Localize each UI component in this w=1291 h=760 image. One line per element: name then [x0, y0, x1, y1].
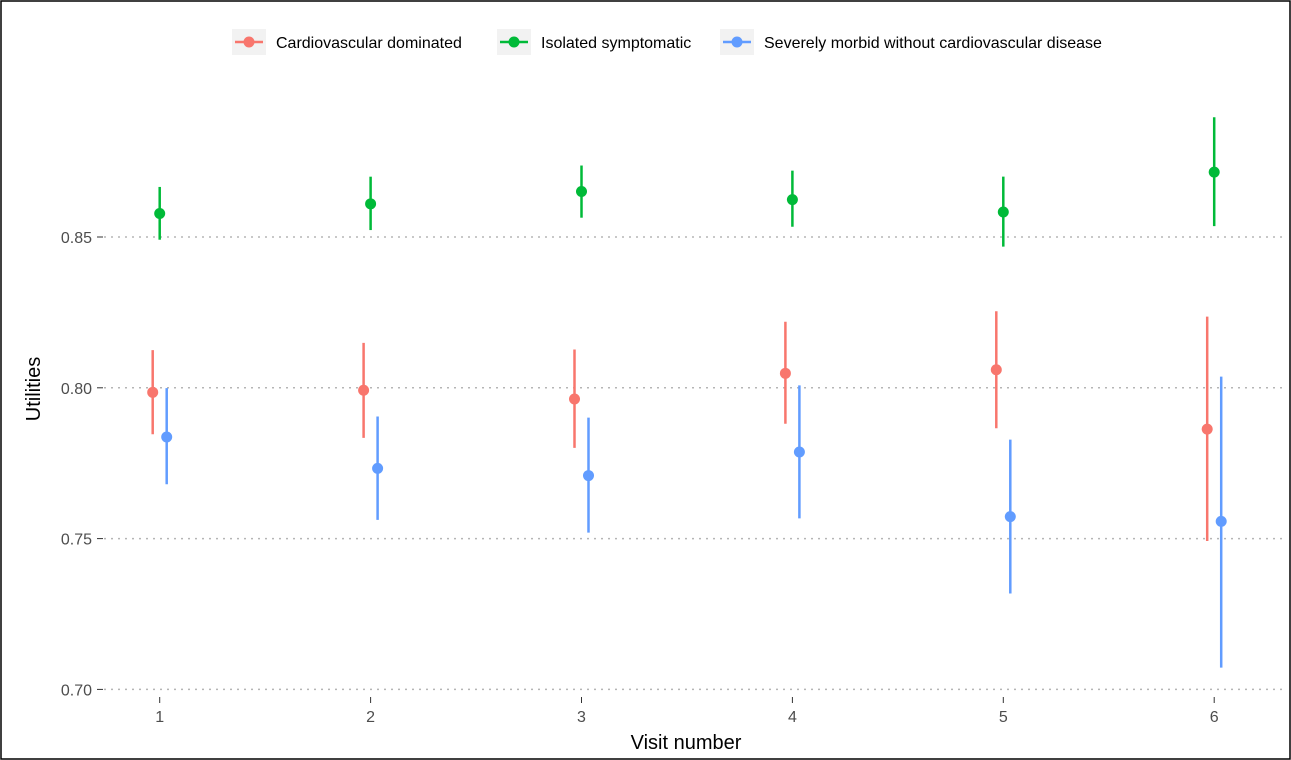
x-tick-label: 5 [999, 709, 1008, 726]
data-point [154, 207, 166, 219]
legend-key-point-1 [508, 36, 520, 48]
data-point [793, 446, 805, 458]
y-tick-label: 0.75 [61, 532, 92, 549]
data-point [997, 206, 1009, 218]
data-point [358, 384, 370, 396]
x-tick-label: 3 [577, 709, 586, 726]
data-point [569, 393, 580, 405]
data-point [1215, 515, 1227, 527]
data-point [1208, 166, 1220, 178]
y-tick-label: 0.80 [61, 381, 92, 398]
data-point [147, 386, 159, 398]
grid [104, 236, 1282, 691]
data-point [365, 198, 377, 210]
y-axis-title: Utilities [23, 357, 45, 421]
data-marks [147, 117, 1227, 668]
x-tick-label: 1 [155, 709, 164, 726]
data-point [990, 364, 1002, 376]
data-point [576, 185, 587, 197]
x-axis-title: Visit number [631, 732, 742, 754]
legend-key-point-2 [731, 36, 743, 48]
y-axis: 0.70 0.75 0.80 0.85 [61, 230, 103, 699]
x-tick-label: 6 [1210, 709, 1219, 726]
y-tick-label: 0.70 [61, 682, 92, 699]
data-point [786, 194, 798, 206]
data-point [583, 470, 594, 482]
legend-label-2: Severely morbid without cardiovascular d… [764, 35, 1102, 52]
legend: Cardiovascular dominated Isolated sympto… [232, 29, 1102, 55]
data-point [1004, 511, 1016, 523]
data-point [161, 431, 173, 443]
y-tick-label: 0.85 [61, 230, 92, 247]
data-point [372, 462, 384, 474]
x-tick-label: 4 [788, 709, 797, 726]
legend-label-0: Cardiovascular dominated [276, 35, 462, 52]
data-point [779, 367, 791, 379]
x-axis: 1 2 3 4 5 6 [155, 697, 1219, 726]
x-tick-label: 2 [366, 709, 375, 726]
legend-label-1: Isolated symptomatic [541, 35, 691, 52]
data-point [1201, 423, 1213, 435]
legend-key-point-0 [243, 36, 255, 48]
